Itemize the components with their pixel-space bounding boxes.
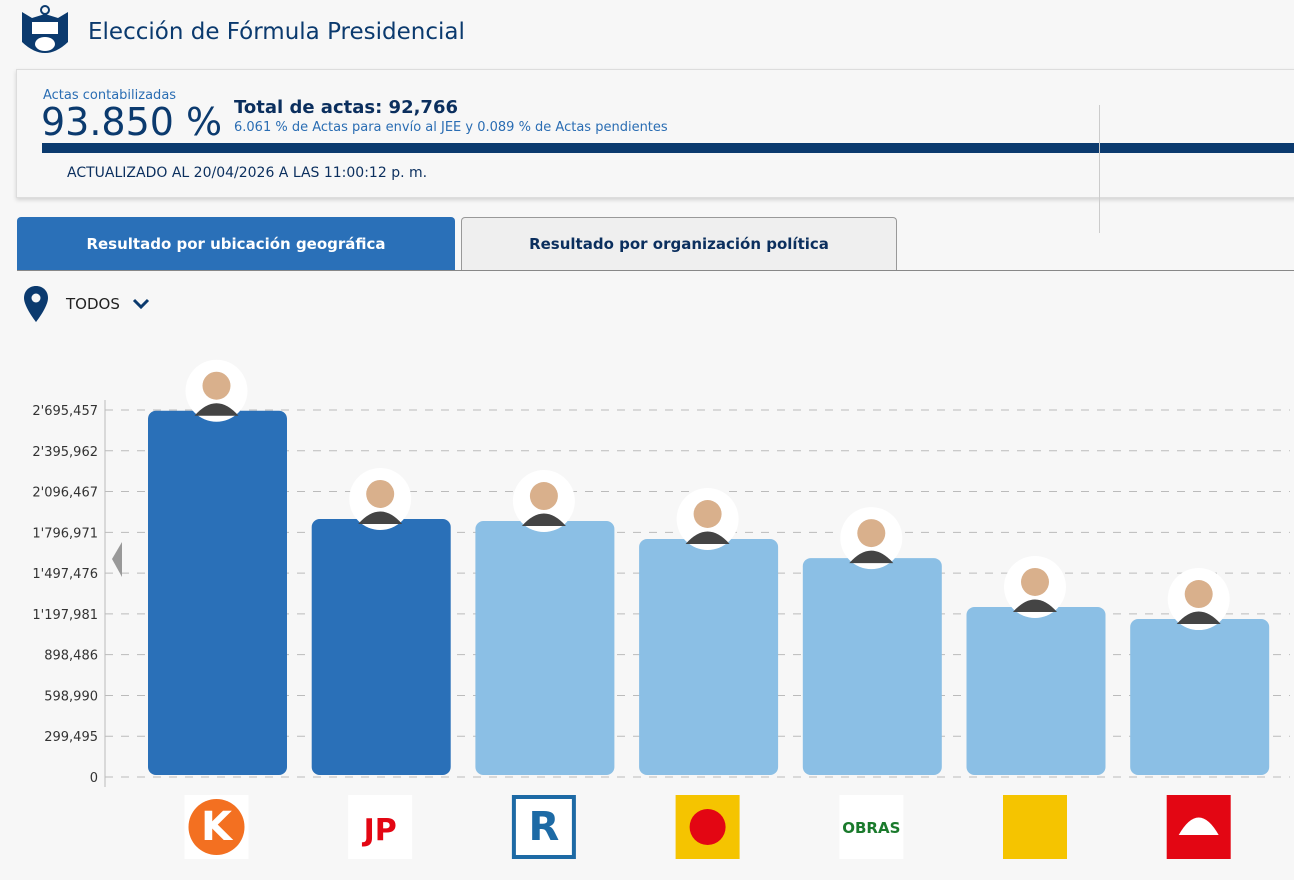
map-pin-icon <box>24 286 48 322</box>
party-logo-text: K <box>201 804 234 850</box>
candidate-shoulders <box>194 403 239 416</box>
bar[interactable] <box>802 558 942 775</box>
party-logo <box>675 795 740 859</box>
candidate-face <box>693 500 722 529</box>
candidate-face <box>529 482 558 511</box>
progress-bar <box>42 143 1294 153</box>
party-logo: R <box>511 795 576 859</box>
party-logo-text: R <box>528 804 559 850</box>
location-selector[interactable]: TODOS <box>24 286 150 322</box>
location-value: TODOS <box>66 295 120 313</box>
bar[interactable] <box>148 410 287 775</box>
party-logo-text: OBRAS <box>842 819 900 837</box>
candidate-shoulders <box>849 550 894 564</box>
scroll-left-arrow[interactable] <box>112 542 122 577</box>
chevron-down-icon <box>132 298 149 310</box>
candidate-shoulders <box>521 513 566 527</box>
bar[interactable] <box>475 521 615 775</box>
bar[interactable] <box>966 606 1106 775</box>
page-title: Elección de Fórmula Presidencial <box>88 19 465 45</box>
divider <box>1099 105 1100 233</box>
candidate-shoulders <box>1176 611 1221 625</box>
y-tick-label: 598,990 <box>44 689 98 704</box>
y-tick-label: 2'395,962 <box>32 445 98 460</box>
y-tick-label: 1'497,476 <box>32 567 98 582</box>
results-chart: 0 299,495 598,990 898,486 1'197,981 1'497,476… <box>32 359 1290 859</box>
y-tick-label: 1'796,971 <box>32 526 98 541</box>
y-tick-label: 1'197,981 <box>32 608 98 623</box>
header: Elección de Fórmula Presidencial <box>16 4 465 60</box>
tab-political-org[interactable]: Resultado por organización política <box>461 217 897 270</box>
candidate-face <box>366 479 395 508</box>
actas-detail: 6.061 % de Actas para envío al JEE y 0.0… <box>234 120 668 135</box>
actas-percent: 93.850 % <box>41 100 223 144</box>
candidate-face <box>1021 567 1049 596</box>
candidate-shoulders <box>685 531 730 545</box>
tab-divider <box>17 270 1294 271</box>
bar[interactable] <box>311 518 451 775</box>
party-logo: JP <box>348 795 413 859</box>
candidate-face <box>857 519 886 548</box>
candidate-face <box>1184 580 1213 609</box>
party-logo-text: JP <box>362 813 397 848</box>
y-tick-label: 898,486 <box>44 649 98 664</box>
party-logo <box>1166 795 1231 859</box>
candidate-face <box>202 371 231 400</box>
party-logo: K <box>184 795 249 859</box>
bar[interactable] <box>639 539 779 775</box>
y-tick-label: 2'096,467 <box>32 486 98 501</box>
y-tick-label: 299,495 <box>44 730 98 745</box>
total-actas: Total de actas: 92,766 <box>234 97 459 118</box>
updated-timestamp: ACTUALIZADO AL 20/04/2026 A LAS 11:00:12… <box>67 165 428 181</box>
candidate-shoulders <box>358 511 403 524</box>
party-logo: OBRAS <box>839 795 904 859</box>
y-tick-label: 2'695,457 <box>32 404 98 419</box>
party-logo <box>1003 795 1067 859</box>
tab-geographic[interactable]: Resultado por ubicación geográfica <box>17 217 455 270</box>
actas-label: Actas contabilizadas <box>43 88 177 103</box>
y-tick-label: 0 <box>90 771 98 786</box>
candidate-shoulders <box>1013 599 1057 612</box>
summary-card: Actas contabilizadas 93.850 % Total de a… <box>16 69 1294 233</box>
bar[interactable] <box>1130 619 1270 775</box>
national-crest-logo <box>22 5 68 53</box>
